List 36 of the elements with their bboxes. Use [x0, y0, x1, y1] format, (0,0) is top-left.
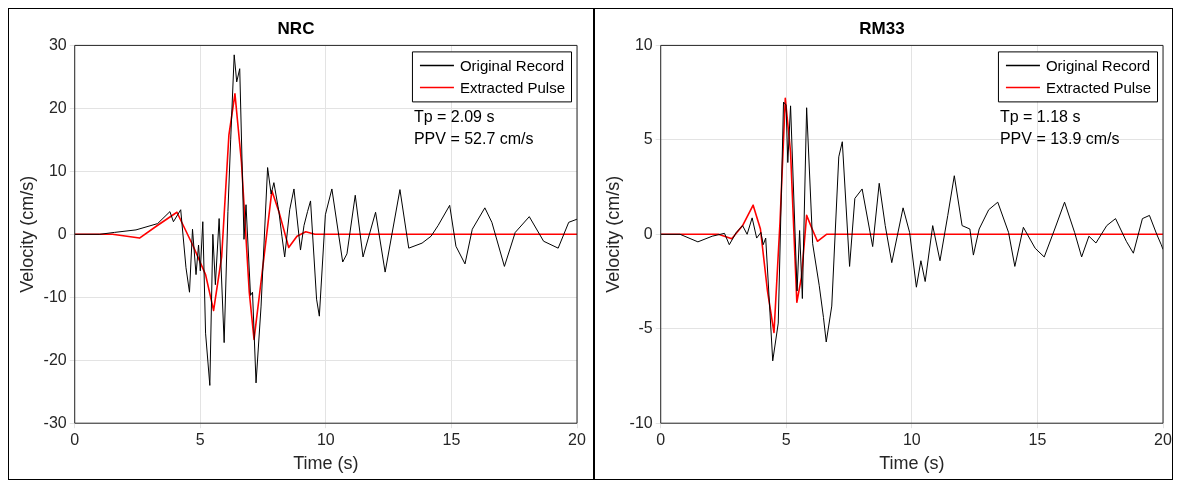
annotation: PPV = 52.7 cm/s: [413, 129, 534, 147]
y-tick-label: -10: [43, 287, 67, 305]
y-tick-label: 20: [48, 98, 67, 116]
annotation: Tp = 1.18 s: [999, 107, 1081, 125]
chart-title: NRC: [277, 18, 315, 38]
chart-title: RM33: [859, 18, 905, 38]
legend-label: Original Record: [1045, 56, 1151, 74]
x-tick-label: 15: [442, 431, 461, 449]
legend-label: Extracted Pulse: [459, 78, 566, 96]
y-tick-label: 0: [57, 224, 67, 242]
x-tick-label: 20: [568, 431, 586, 449]
legend-label: Extracted Pulse: [1045, 78, 1152, 96]
x-axis-title: Time (s): [879, 453, 945, 474]
annotation: PPV = 13.9 cm/s: [999, 129, 1120, 147]
y-tick-label: -30: [43, 413, 67, 431]
x-tick-label: 10: [902, 431, 921, 449]
y-tick-label: -5: [638, 319, 653, 337]
y-tick-label: 10: [634, 35, 653, 53]
y-tick-label: 5: [643, 130, 653, 148]
y-tick-label: 30: [48, 35, 67, 53]
x-tick-label: 10: [316, 431, 335, 449]
y-tick-label: 0: [643, 224, 653, 242]
y-tick-label: -20: [43, 350, 67, 368]
x-axis-title: Time (s): [293, 453, 359, 474]
x-tick-label: 0: [70, 431, 80, 449]
annotation: Tp = 2.09 s: [413, 107, 495, 125]
y-axis-title: Velocity (cm/s): [602, 175, 623, 293]
x-tick-label: 0: [656, 431, 666, 449]
x-tick-label: 5: [195, 431, 205, 449]
x-tick-label: 20: [1154, 431, 1172, 449]
y-tick-label: -10: [629, 413, 653, 431]
x-tick-label: 5: [781, 431, 791, 449]
y-axis-title: Velocity (cm/s): [16, 175, 37, 293]
x-tick-label: 15: [1028, 431, 1047, 449]
legend-label: Original Record: [459, 56, 565, 74]
y-tick-label: 10: [48, 161, 67, 179]
